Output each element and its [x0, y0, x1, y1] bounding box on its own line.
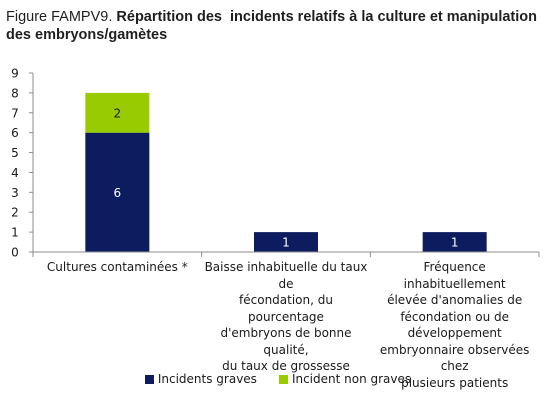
bars: [85, 92, 487, 252]
bar-graves: [85, 132, 150, 252]
x-category-label-line: embryonnaire observées chez: [379, 342, 530, 374]
x-category-label-line: développement: [407, 326, 502, 340]
data-label: 6: [114, 186, 122, 200]
y-tick-label: 0: [11, 246, 19, 260]
y-tick-label: 6: [11, 126, 19, 140]
bar-labels: 6 2 1 1: [114, 106, 459, 249]
legend-item-non-graves: Incident non graves: [278, 372, 412, 386]
x-category-label-line: Fréquence inhabituellement: [403, 260, 506, 291]
legend-swatch-graves: [144, 374, 154, 384]
bar-graves: [254, 232, 318, 252]
legend: Incidents graves Incident non graves: [0, 372, 556, 386]
y-tick-label: 3: [11, 186, 19, 200]
data-label: 1: [451, 236, 459, 250]
figure-number: Figure FAMPV9.: [6, 9, 113, 25]
chart-title: Figure FAMPV9. Répartition des incidents…: [6, 8, 551, 44]
x-category-label-line: fécondation, du pourcentage: [239, 293, 333, 324]
bar-non-graves: [85, 92, 150, 133]
x-category-label-line: élevée d'anomalies de: [387, 293, 523, 307]
x-axis: [32, 251, 540, 257]
x-category-label-line: fécondation ou de: [400, 309, 509, 324]
y-tick-label: 4: [11, 166, 19, 180]
y-tick-label: 1: [11, 226, 19, 240]
x-category-label: Cultures contaminées *: [35, 259, 199, 276]
y-tick-label: 9: [11, 67, 19, 81]
legend-label-graves: Incidents graves: [157, 372, 257, 386]
legend-item-graves: Incidents graves: [144, 372, 257, 386]
y-tick-label: 5: [11, 146, 19, 160]
legend-swatch-non-graves: [278, 374, 288, 384]
x-category-label-line: d'embryons de bonne qualité,: [220, 326, 352, 357]
x-category-label-line: du taux de grossesse: [222, 359, 350, 373]
x-category-label: Fréquence inhabituellement élevée d'anoma…: [373, 259, 537, 391]
y-tick-label: 7: [11, 106, 19, 120]
y-axis: 0 1 2 3 4 5 6 7 8 9: [11, 67, 34, 260]
x-category-label-line: plusieurs patients: [401, 375, 509, 390]
y-tick-label: 8: [11, 86, 19, 100]
x-category-label-line: Cultures contaminées *: [46, 260, 188, 274]
data-label: 1: [282, 236, 290, 250]
x-category-label: Baisse inhabituelle du taux de fécondatio…: [204, 259, 368, 375]
x-category-label-line: Baisse inhabituelle du taux de: [204, 260, 368, 291]
legend-label-non-graves: Incident non graves: [291, 372, 412, 386]
data-label: 2: [114, 106, 122, 120]
figure-title: Répartition des incidents relatifs à la …: [6, 9, 542, 43]
y-tick-label: 2: [11, 206, 19, 220]
bar-graves: [422, 232, 487, 252]
